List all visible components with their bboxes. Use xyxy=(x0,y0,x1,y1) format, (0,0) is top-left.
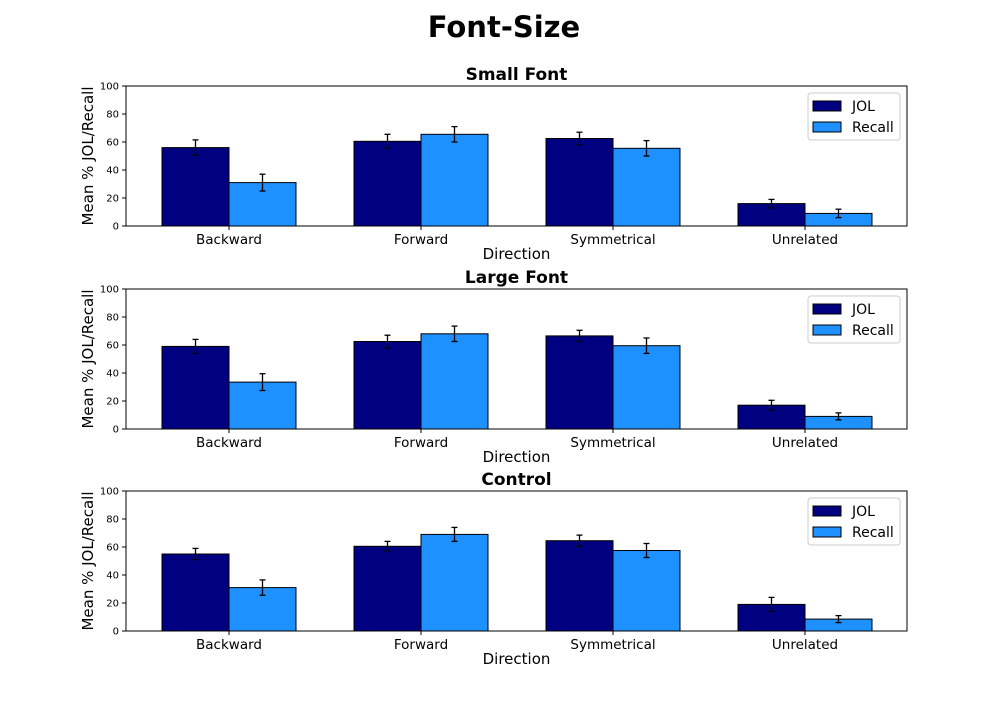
plot-frame xyxy=(125,85,908,227)
x-axis-label: Direction xyxy=(483,650,551,668)
x-tick-label: Forward xyxy=(394,435,448,451)
y-tick-label: 0 xyxy=(113,425,119,436)
x-tick-label: Backward xyxy=(196,435,262,451)
bar-jol-symmetrical xyxy=(545,540,614,632)
bar-recall-symmetrical xyxy=(612,345,681,430)
x-axis-label: Direction xyxy=(483,448,551,466)
y-tick-label: 80 xyxy=(106,110,119,121)
bar-jol-backward xyxy=(161,345,230,430)
y-tick-label: 80 xyxy=(106,515,119,526)
legend-swatch-recall xyxy=(812,324,842,336)
x-axis-label: Direction xyxy=(483,245,551,263)
legend-swatch-jol xyxy=(812,505,842,517)
y-tick-label: 80 xyxy=(106,313,119,324)
x-tick-label: Symmetrical xyxy=(570,637,655,653)
y-axis-label: Mean % JOL/Recall xyxy=(79,289,97,428)
plot-frame xyxy=(125,288,908,430)
x-tick-label: Backward xyxy=(196,637,262,653)
legend-swatch-recall xyxy=(812,526,842,538)
y-tick-label: 100 xyxy=(100,285,119,296)
subplot-title: Large Font xyxy=(465,268,568,288)
y-axis-label: Mean % JOL/Recall xyxy=(79,491,97,630)
y-tick-label: 60 xyxy=(106,543,119,554)
bar-jol-symmetrical xyxy=(545,138,614,227)
y-tick-label: 100 xyxy=(100,82,119,93)
bar-jol-symmetrical xyxy=(545,335,614,430)
legend-label: Recall xyxy=(852,525,894,541)
bar-recall-symmetrical xyxy=(612,147,681,227)
legend-swatch-jol xyxy=(812,303,842,315)
y-tick-label: 0 xyxy=(113,222,119,233)
legend-swatch-recall xyxy=(812,121,842,133)
x-tick-label: Unrelated xyxy=(772,232,838,248)
x-tick-label: Backward xyxy=(196,232,262,248)
bar-jol-forward xyxy=(353,140,422,227)
bar-recall-forward xyxy=(420,133,489,227)
y-tick-label: 40 xyxy=(106,571,119,582)
legend-label: JOL xyxy=(851,504,875,520)
y-tick-label: 100 xyxy=(100,487,119,498)
x-tick-label: Unrelated xyxy=(772,637,838,653)
legend: JOL Recall xyxy=(807,92,901,141)
y-tick-label: 20 xyxy=(106,194,119,205)
y-tick-label: 40 xyxy=(106,369,119,380)
bar-jol-forward xyxy=(353,545,422,632)
x-tick-label: Forward xyxy=(394,232,448,248)
x-tick-label: Symmetrical xyxy=(570,232,655,248)
y-tick-label: 40 xyxy=(106,166,119,177)
legend-label: Recall xyxy=(852,323,894,339)
plot-frame xyxy=(125,490,908,632)
x-tick-label: Forward xyxy=(394,637,448,653)
y-tick-label: 0 xyxy=(113,627,119,638)
y-axis-label: Mean % JOL/Recall xyxy=(79,86,97,225)
y-tick-label: 60 xyxy=(106,138,119,149)
y-tick-label: 20 xyxy=(106,599,119,610)
legend-label: JOL xyxy=(851,99,875,115)
legend-swatch-jol xyxy=(812,100,842,112)
y-tick-label: 20 xyxy=(106,397,119,408)
bar-recall-forward xyxy=(420,533,489,632)
bar-recall-symmetrical xyxy=(612,550,681,632)
y-tick-label: 60 xyxy=(106,341,119,352)
bar-jol-forward xyxy=(353,341,422,430)
subplot-title: Small Font xyxy=(466,65,568,85)
bar-jol-backward xyxy=(161,553,230,632)
figure-title: Font-Size xyxy=(428,10,580,44)
x-tick-label: Symmetrical xyxy=(570,435,655,451)
legend: JOL Recall xyxy=(807,295,901,344)
legend: JOL Recall xyxy=(807,497,901,546)
subplot-title: Control xyxy=(481,470,551,490)
x-tick-label: Unrelated xyxy=(772,435,838,451)
bar-jol-backward xyxy=(161,147,230,227)
legend-label: Recall xyxy=(852,120,894,136)
bar-recall-forward xyxy=(420,333,489,430)
legend-label: JOL xyxy=(851,302,875,318)
